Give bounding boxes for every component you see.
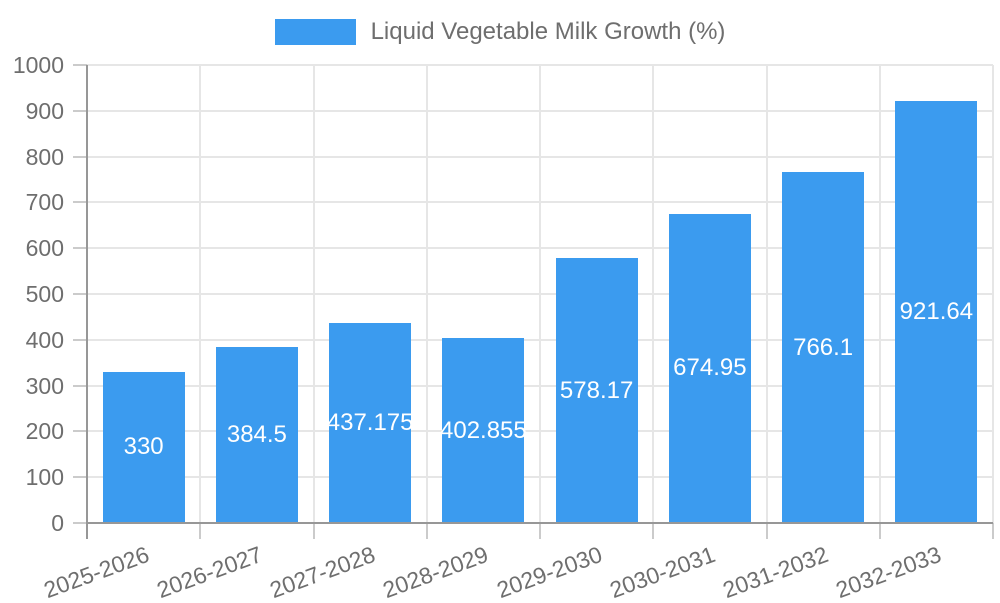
y-tick-mark xyxy=(73,476,87,479)
x-tick-label: 2032-2033 xyxy=(832,541,945,603)
y-tick-mark xyxy=(73,64,87,66)
bar[interactable] xyxy=(442,338,525,523)
x-gridline xyxy=(992,65,994,523)
x-tick-label: 2027-2028 xyxy=(266,541,379,603)
y-tick-label: 200 xyxy=(25,418,64,445)
y-tick-label: 1000 xyxy=(12,52,64,78)
x-tick-mark xyxy=(765,523,768,539)
bar-value-label: 674.95 xyxy=(673,354,747,382)
y-tick-label: 700 xyxy=(25,189,64,216)
y-tick-mark xyxy=(73,384,87,387)
y-tick-label: 900 xyxy=(25,97,64,124)
bar[interactable] xyxy=(102,371,185,523)
x-gridline xyxy=(652,65,655,523)
y-tick-mark xyxy=(73,338,87,341)
y-tick-mark xyxy=(73,201,87,204)
bar[interactable] xyxy=(668,213,751,523)
x-gridline xyxy=(539,65,541,523)
x-tick-mark xyxy=(539,523,541,539)
y-tick-label: 100 xyxy=(25,464,64,491)
bar-value-label: 578.17 xyxy=(559,376,634,404)
bar-value-label: 384.5 xyxy=(226,420,287,448)
bar[interactable] xyxy=(215,346,298,523)
x-tick-label: 2030-2031 xyxy=(606,541,719,603)
y-tick-mark xyxy=(73,155,87,158)
x-gridline xyxy=(199,65,202,523)
x-tick-mark xyxy=(878,523,881,539)
x-tick-mark xyxy=(312,523,315,539)
x-tick-label: 2031-2032 xyxy=(719,541,832,603)
y-tick-label: 0 xyxy=(51,510,64,536)
x-gridline xyxy=(425,65,428,523)
y-tick-label: 600 xyxy=(25,235,64,262)
y-tick-mark xyxy=(73,109,87,112)
bar-value-label: 766.1 xyxy=(793,333,854,361)
x-axis-line xyxy=(86,522,993,524)
bar-value-label: 330 xyxy=(123,433,164,461)
y-tick-label: 400 xyxy=(25,326,64,353)
x-gridline xyxy=(765,65,768,523)
bar-value-label: 437.175 xyxy=(326,408,414,436)
y-tick-label: 500 xyxy=(25,281,64,307)
bar[interactable] xyxy=(555,258,638,523)
x-tick-label: 2029-2030 xyxy=(492,541,606,603)
y-tick-label: 800 xyxy=(25,143,64,170)
bar[interactable] xyxy=(895,100,978,523)
y-axis-line xyxy=(86,65,88,539)
x-tick-mark xyxy=(425,523,428,539)
x-gridline xyxy=(312,65,315,523)
x-gridline xyxy=(878,65,881,523)
bar[interactable] xyxy=(782,172,865,523)
x-tick-mark xyxy=(652,523,655,539)
x-tick-label: 2025-2026 xyxy=(39,541,153,603)
y-tick-label: 300 xyxy=(25,372,64,399)
y-tick-mark xyxy=(73,522,87,524)
x-tick-mark xyxy=(992,523,994,539)
bar-value-label: 921.64 xyxy=(899,297,974,325)
y-tick-mark xyxy=(73,430,87,433)
x-tick-label: 2028-2029 xyxy=(379,541,492,603)
legend[interactable]: Liquid Vegetable Milk Growth (%) xyxy=(0,17,1000,47)
x-tick-label: 2026-2027 xyxy=(153,541,266,603)
x-tick-mark xyxy=(199,523,202,539)
y-tick-mark xyxy=(73,293,87,295)
bar-value-label: 402.855 xyxy=(439,416,527,444)
legend-swatch-icon xyxy=(274,19,356,45)
legend-label: Liquid Vegetable Milk Growth (%) xyxy=(370,18,726,45)
bar[interactable] xyxy=(329,322,412,523)
y-tick-mark xyxy=(73,247,87,250)
